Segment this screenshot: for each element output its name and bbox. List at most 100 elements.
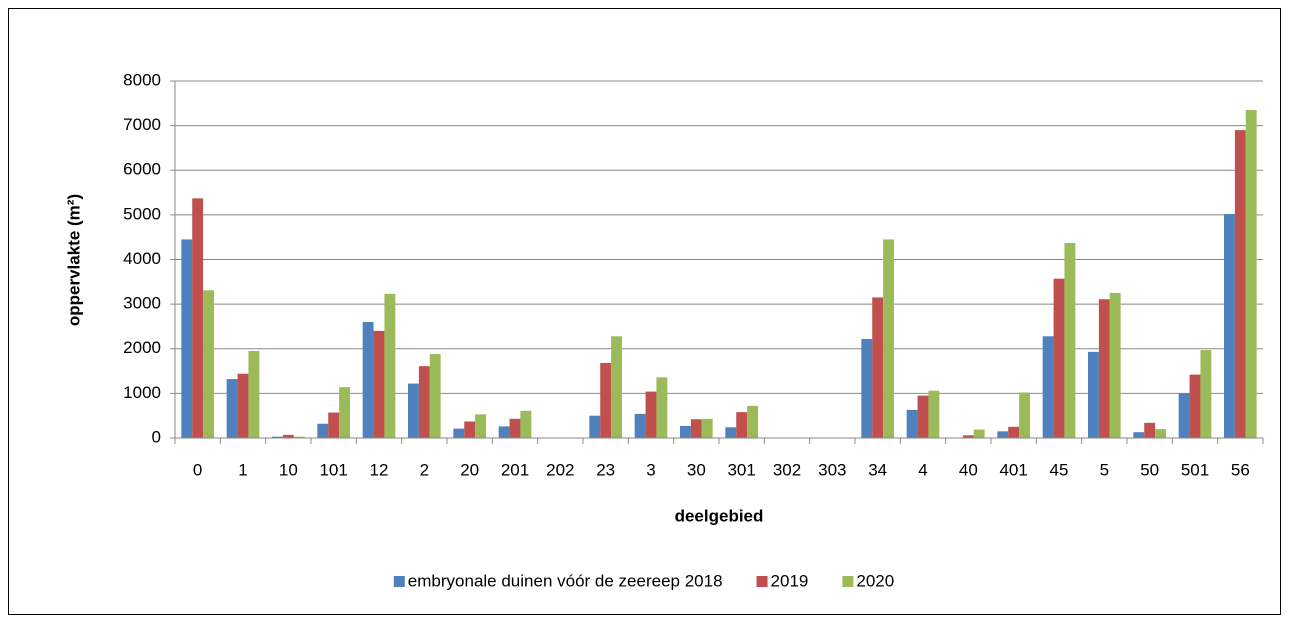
x-tick-label: 12	[370, 460, 389, 479]
legend: embryonale duinen vóór de zeereep 2018 20…	[393, 571, 894, 590]
x-tick-label: 302	[773, 460, 801, 479]
x-tick-label: 40	[959, 460, 978, 479]
bar	[1042, 336, 1054, 438]
bar	[317, 423, 329, 438]
x-tick-label: 2	[420, 460, 429, 479]
y-tick-label: 7000	[123, 115, 161, 134]
bar	[1133, 432, 1145, 438]
bar	[1098, 299, 1110, 438]
bar	[1189, 374, 1201, 438]
bar	[680, 425, 691, 438]
bar	[226, 379, 238, 438]
x-tick-label: 10	[279, 460, 298, 479]
y-tick-label: 3000	[123, 294, 161, 313]
x-tick-label: 34	[868, 460, 887, 479]
bar	[1200, 350, 1212, 438]
y-tick-label: 6000	[123, 160, 161, 179]
x-tick-label: 101	[319, 460, 347, 479]
x-tick-label: 303	[818, 460, 846, 479]
bar	[747, 405, 758, 438]
bar	[520, 410, 532, 438]
bar	[203, 290, 214, 438]
bar	[475, 414, 486, 438]
bar	[453, 428, 465, 438]
bar	[237, 373, 249, 438]
y-tick-label: 0	[152, 427, 161, 446]
y-tick-label: 2000	[123, 338, 161, 357]
bar	[701, 418, 713, 438]
bar	[690, 419, 702, 438]
x-tick-label: 201	[501, 460, 529, 479]
legend-swatch	[756, 576, 768, 587]
x-tick-label: 501	[1181, 460, 1209, 479]
legend-label: 2019	[771, 571, 809, 590]
y-tick-label: 4000	[123, 249, 161, 268]
bar	[725, 427, 737, 438]
x-tick-label: 23	[596, 460, 615, 479]
bar	[248, 350, 260, 438]
bar	[611, 336, 622, 438]
bar	[1053, 278, 1065, 438]
y-tick-label: 1000	[123, 383, 161, 402]
bar	[1144, 422, 1156, 438]
bar	[418, 366, 430, 438]
x-tick-label: 56	[1231, 460, 1250, 479]
bar	[1019, 392, 1030, 438]
legend-label: 2020	[856, 571, 894, 590]
bar	[917, 395, 929, 438]
bar	[362, 321, 374, 438]
bar	[464, 421, 476, 438]
bar	[1155, 429, 1166, 438]
x-tick-label: 1	[238, 460, 247, 479]
bar	[1064, 242, 1076, 438]
x-tick-label: 5	[1100, 460, 1109, 479]
legend-swatch	[393, 576, 405, 587]
bar	[1109, 292, 1121, 438]
bar	[293, 436, 305, 438]
bar	[645, 391, 657, 438]
x-tick-label: 50	[1140, 460, 1159, 479]
bar	[339, 387, 350, 438]
x-tick-label: 45	[1050, 460, 1069, 479]
bar	[328, 412, 340, 438]
x-tick-label: 3	[646, 460, 655, 479]
legend-label: embryonale duinen vóór de zeereep 2018	[408, 571, 723, 590]
bar	[883, 239, 894, 438]
bar	[1088, 351, 1099, 438]
bar	[192, 198, 204, 438]
y-axis-title: oppervlakte (m²)	[64, 194, 83, 326]
y-tick-label: 8000	[123, 70, 161, 89]
bar	[498, 426, 510, 438]
bar	[634, 413, 646, 438]
bar	[1245, 110, 1257, 438]
bar	[272, 436, 283, 438]
x-tick-label: 301	[727, 460, 755, 479]
x-tick-label: 0	[193, 460, 202, 479]
bar	[736, 412, 748, 438]
bar	[962, 435, 974, 438]
legend-swatch	[842, 576, 854, 587]
bar	[384, 293, 396, 438]
bar	[1008, 426, 1020, 438]
x-tick-label: 401	[999, 460, 1027, 479]
bar	[928, 390, 940, 438]
x-tick-label: 30	[687, 460, 706, 479]
bar	[600, 363, 612, 438]
x-axis-title: deelgebied	[675, 506, 764, 525]
bar	[861, 338, 873, 438]
bar	[1224, 213, 1235, 438]
bar	[656, 377, 668, 438]
bar	[282, 434, 294, 438]
bar	[1234, 130, 1246, 438]
bar	[373, 330, 385, 438]
bar	[181, 239, 193, 438]
bar	[872, 297, 884, 438]
bar	[906, 409, 918, 438]
bar	[997, 431, 1009, 438]
x-tick-label: 202	[546, 460, 574, 479]
y-tick-label: 5000	[123, 204, 161, 223]
bar	[429, 354, 441, 438]
x-tick-label: 4	[918, 460, 927, 479]
bar	[1178, 393, 1190, 438]
